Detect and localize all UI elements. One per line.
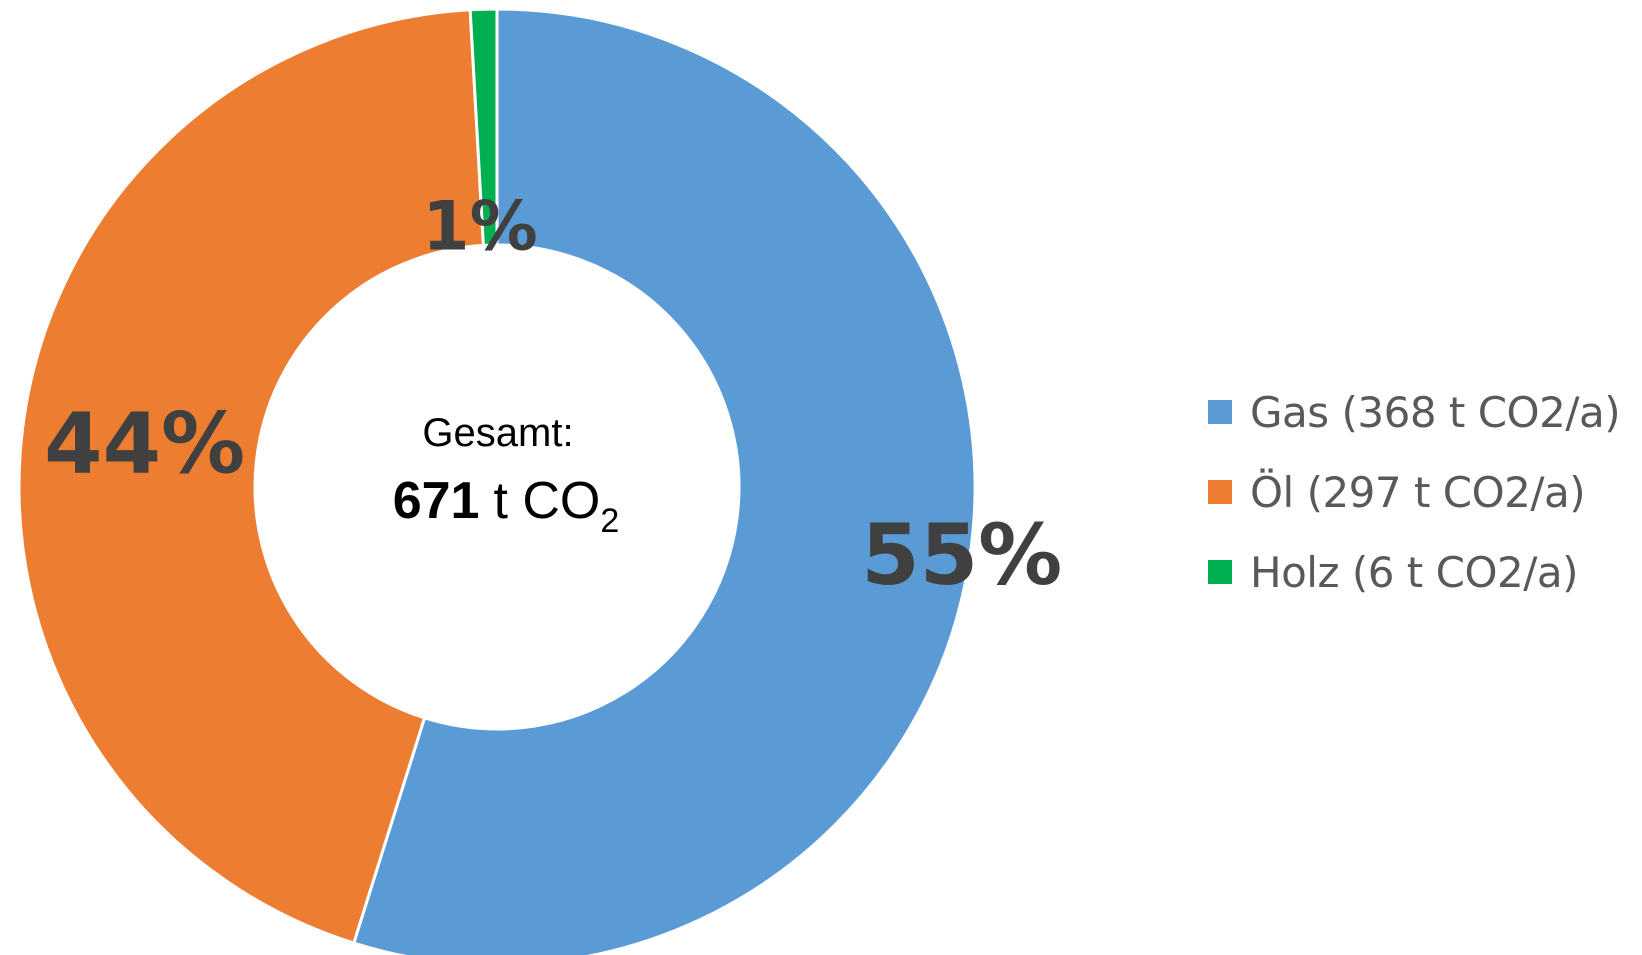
center-total-unit-subscript: 2 <box>600 502 619 540</box>
slice-2 <box>17 8 485 945</box>
center-total-unit: t CO <box>493 472 600 530</box>
legend-item-1: Gas (368 t CO2/a) <box>1208 372 1638 452</box>
slice-3 <box>468 7 499 247</box>
legend-label-3: Holz (6 t CO2/a) <box>1250 547 1579 597</box>
slices-group <box>17 7 977 955</box>
center-total-value: 671 t CO2 <box>393 472 620 540</box>
legend: Gas (368 t CO2/a) Öl (297 t CO2/a) Holz (6… <box>1208 372 1638 612</box>
legend-swatch-2 <box>1208 480 1232 504</box>
legend-item-2: Öl (297 t CO2/a) <box>1208 452 1638 532</box>
slice-labels-group: 55% 44% 1% <box>44 188 1062 605</box>
slice-1 <box>351 7 977 955</box>
legend-swatch-3 <box>1208 560 1232 584</box>
legend-item-3: Holz (6 t CO2/a) <box>1208 532 1638 612</box>
legend-label-2: Öl (297 t CO2/a) <box>1250 467 1586 517</box>
slice-label-2: 44% <box>44 395 245 493</box>
center-caption: Gesamt: <box>422 411 573 455</box>
legend-swatch-1 <box>1208 400 1232 424</box>
legend-label-1: Gas (368 t CO2/a) <box>1250 387 1621 437</box>
slice-label-1: 55% <box>861 506 1062 604</box>
center-total-number: 671 <box>393 472 480 530</box>
slice-label-3: 1% <box>422 188 537 267</box>
center-total: Gesamt: 671 t CO2 <box>393 411 620 540</box>
